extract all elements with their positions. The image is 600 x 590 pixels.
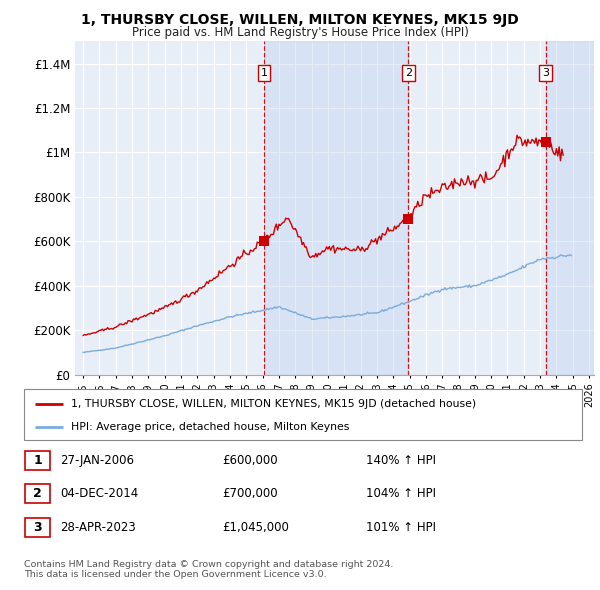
Text: 101% ↑ HPI: 101% ↑ HPI xyxy=(366,521,436,534)
Text: 27-JAN-2006: 27-JAN-2006 xyxy=(60,454,134,467)
Bar xyxy=(545,41,594,375)
Text: 1: 1 xyxy=(260,68,268,78)
Text: 104% ↑ HPI: 104% ↑ HPI xyxy=(366,487,436,500)
Text: 3: 3 xyxy=(33,521,42,534)
Bar xyxy=(264,41,408,375)
Text: 140% ↑ HPI: 140% ↑ HPI xyxy=(366,454,436,467)
Text: £1,045,000: £1,045,000 xyxy=(222,521,289,534)
Text: 3: 3 xyxy=(542,68,549,78)
Text: Contains HM Land Registry data © Crown copyright and database right 2024.
This d: Contains HM Land Registry data © Crown c… xyxy=(24,560,394,579)
Text: £600,000: £600,000 xyxy=(222,454,278,467)
Text: HPI: Average price, detached house, Milton Keynes: HPI: Average price, detached house, Milt… xyxy=(71,422,350,432)
Text: 28-APR-2023: 28-APR-2023 xyxy=(60,521,136,534)
Text: 1, THURSBY CLOSE, WILLEN, MILTON KEYNES, MK15 9JD: 1, THURSBY CLOSE, WILLEN, MILTON KEYNES,… xyxy=(81,13,519,27)
Text: £700,000: £700,000 xyxy=(222,487,278,500)
Text: 04-DEC-2014: 04-DEC-2014 xyxy=(60,487,138,500)
Text: Price paid vs. HM Land Registry's House Price Index (HPI): Price paid vs. HM Land Registry's House … xyxy=(131,26,469,39)
Text: 2: 2 xyxy=(405,68,412,78)
Text: 2: 2 xyxy=(33,487,42,500)
Text: 1: 1 xyxy=(33,454,42,467)
Text: 1, THURSBY CLOSE, WILLEN, MILTON KEYNES, MK15 9JD (detached house): 1, THURSBY CLOSE, WILLEN, MILTON KEYNES,… xyxy=(71,399,476,409)
